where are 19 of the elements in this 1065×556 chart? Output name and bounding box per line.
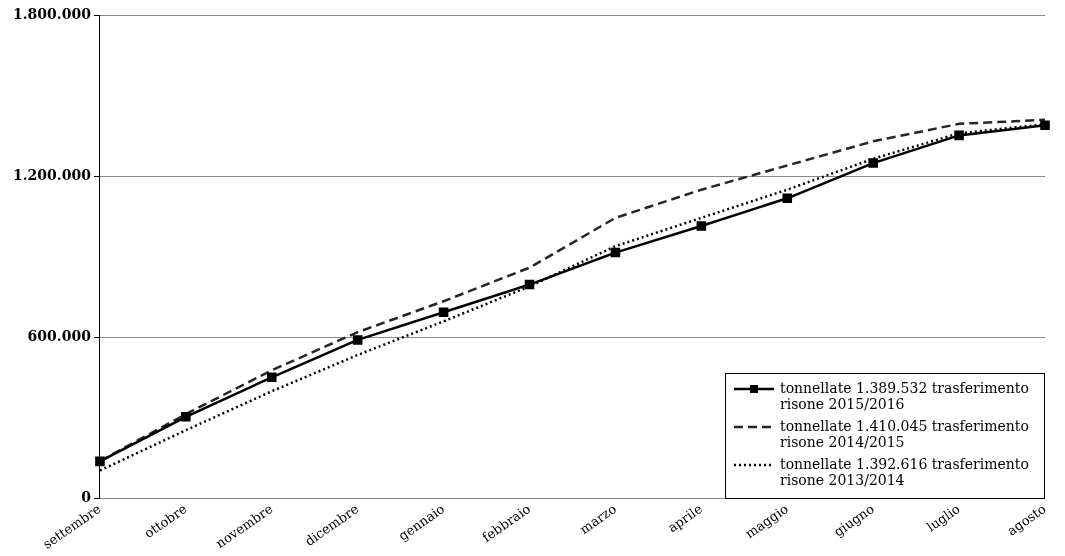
point	[524, 279, 535, 290]
y-tick-label: 1.800.000	[13, 5, 92, 22]
point	[954, 130, 964, 141]
y-tick-label: 1.200.000	[13, 166, 92, 183]
point	[696, 221, 707, 231]
legend-label: tonnellate 1.410.045 trasferimento risone 2014/2015	[780, 417, 1030, 450]
point	[1040, 120, 1050, 130]
point	[352, 335, 363, 345]
legend-label: tonnellate 1.389.532 trasferimento risone 2015/2016	[780, 379, 1030, 412]
y-tick-label: 0	[81, 489, 92, 506]
point	[266, 372, 277, 383]
point	[181, 412, 191, 422]
point	[868, 158, 878, 168]
point	[438, 307, 449, 318]
legend-label: tonnellate 1.392.616 trasferimento risone 2013/2014	[780, 455, 1030, 488]
point	[610, 247, 621, 258]
y-tick-label: 600.000	[27, 328, 92, 345]
point	[95, 456, 105, 467]
point	[782, 193, 793, 204]
